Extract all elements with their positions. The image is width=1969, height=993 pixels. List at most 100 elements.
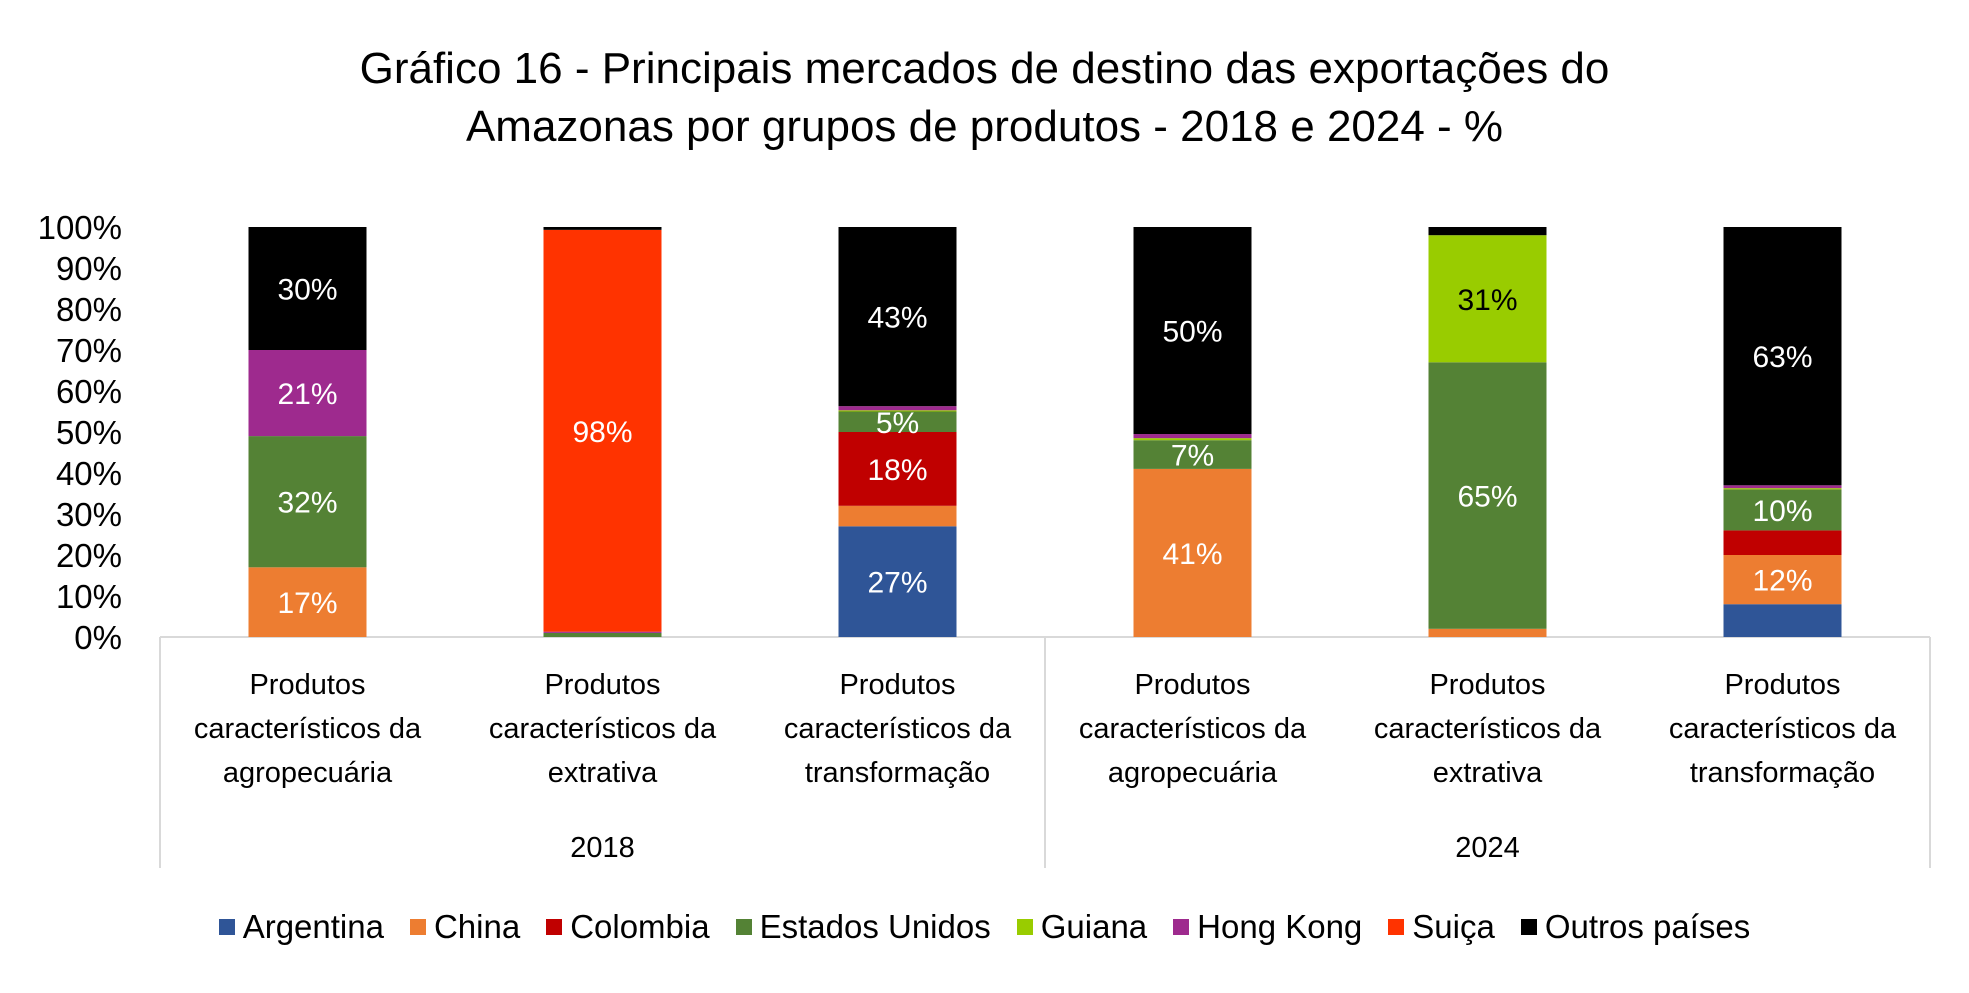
legend-swatch	[1520, 919, 1537, 935]
bar-segment-hong-kong	[1723, 485, 1842, 489]
category-label: extrativa	[1433, 757, 1543, 789]
y-tick-label: 50%	[56, 414, 122, 451]
bar-segment-estados-unidos	[1723, 489, 1842, 531]
bar-segment-guiana	[1723, 488, 1842, 490]
bar-segment-estados-unidos	[543, 632, 662, 637]
legend-label: Hong Kong	[1197, 908, 1363, 945]
legend-swatch	[409, 919, 426, 935]
bar-segment-argentina	[838, 526, 957, 637]
bar-segment-hong-kong	[543, 631, 662, 633]
bar-segment-outros-países	[248, 227, 367, 350]
bar-segment-estados-unidos	[1133, 440, 1252, 469]
y-tick-label: 10%	[56, 578, 122, 615]
legend-item: Colombia	[546, 908, 710, 946]
bar-segment-estados-unidos	[1428, 362, 1547, 629]
legend-item: Suiça	[1388, 908, 1495, 946]
category-label: Produtos	[544, 669, 660, 701]
category-label: Produtos	[1724, 669, 1840, 701]
y-tick-label: 60%	[56, 373, 122, 410]
bar-segment-estados-unidos	[248, 436, 367, 568]
category-label: característicos da	[1374, 713, 1602, 745]
y-tick-label: 30%	[56, 496, 122, 533]
legend-label: Argentina	[242, 908, 384, 945]
bar-segment-guiana	[838, 410, 957, 412]
category-label: característicos da	[784, 713, 1012, 745]
data-label: 65%	[1457, 481, 1517, 514]
stacked-bar-chart: 0% 10% 20% 30% 40% 50% 60% 70% 80% 90% 100% 2018 Pro…	[38, 209, 1931, 868]
chart-legend: Argentina China Colombia Estados Unidos Guia…	[0, 908, 1969, 946]
chart-title: Gráfico 16 - Principais mercados de dest…	[0, 40, 1969, 156]
legend-item: China	[409, 908, 521, 946]
group-label: 2024	[1455, 832, 1520, 864]
bar-segment-china	[1723, 555, 1842, 605]
bar-segment-china	[248, 567, 367, 637]
data-label: 30%	[277, 274, 337, 307]
category-label: transformação	[1690, 757, 1875, 789]
legend-label: Colombia	[570, 908, 710, 945]
category-label: Produtos	[1134, 669, 1250, 701]
y-tick-label: 100%	[38, 209, 122, 246]
bar-segment-outros-países	[1133, 227, 1252, 435]
bar-segment-china	[1133, 468, 1252, 637]
legend-swatch	[735, 919, 752, 935]
data-label: 31%	[1457, 284, 1517, 317]
data-label: 21%	[277, 378, 337, 411]
category-label: extrativa	[548, 757, 658, 789]
group-label: 2018	[570, 832, 635, 864]
legend-swatch	[1388, 919, 1405, 935]
category-label: Produtos	[839, 669, 955, 701]
data-label: 10%	[1752, 495, 1812, 528]
legend-item: Outros países	[1520, 908, 1751, 946]
data-label: 63%	[1752, 341, 1812, 374]
bar-segment-suiça	[543, 229, 662, 632]
legend-label: Outros países	[1544, 908, 1751, 945]
bar-segment-outros-países	[838, 227, 957, 407]
legend-label: China	[433, 908, 521, 945]
category-label: agropecuária	[1108, 757, 1278, 789]
legend-label: Suiça	[1412, 908, 1495, 945]
data-label: 5%	[876, 407, 919, 440]
category-label: característicos da	[489, 713, 717, 745]
category-label: característicos da	[1079, 713, 1307, 745]
data-label: 43%	[867, 302, 927, 335]
legend-swatch	[546, 919, 563, 935]
bar-segment-hong-kong	[248, 350, 367, 437]
bar-segment-china	[838, 505, 957, 527]
chart-title-line-1: Gráfico 16 - Principais mercados de dest…	[359, 44, 1610, 93]
bar-segment-china	[1428, 628, 1547, 637]
category-label: característicos da	[194, 713, 422, 745]
legend-swatch	[1016, 919, 1033, 935]
legend-label: Guiana	[1040, 908, 1148, 945]
y-tick-label: 0%	[74, 619, 122, 656]
legend-item: Estados Unidos	[735, 908, 991, 946]
bar-segment-hong-kong	[838, 406, 957, 411]
chart-title-line-2: Amazonas por grupos de produtos - 2018 e…	[465, 102, 1504, 151]
bar-segment-outros-países	[1428, 227, 1547, 236]
data-label: 50%	[1162, 316, 1222, 349]
y-tick-label: 40%	[56, 455, 122, 492]
category-label: Produtos	[1429, 669, 1545, 701]
category-label: característicos da	[1669, 713, 1897, 745]
bar-segment-guiana	[1428, 235, 1547, 363]
data-label: 98%	[572, 416, 632, 449]
legend-swatch	[1173, 919, 1190, 935]
data-label: 27%	[867, 567, 927, 600]
y-tick-label: 90%	[56, 250, 122, 287]
category-label: transformação	[805, 757, 990, 789]
category-label: Produtos	[249, 669, 365, 701]
data-label: 7%	[1171, 440, 1214, 473]
data-label: 12%	[1752, 565, 1812, 598]
bar-segment-outros-países	[543, 227, 662, 230]
legend-swatch	[218, 919, 235, 935]
data-label: 18%	[867, 454, 927, 487]
data-label: 41%	[1162, 538, 1222, 571]
data-label: 32%	[277, 487, 337, 520]
y-tick-label: 80%	[56, 291, 122, 328]
bar-segment-estados-unidos	[838, 411, 957, 432]
bar-segment-guiana	[1133, 438, 1252, 441]
legend-item: Hong Kong	[1173, 908, 1362, 946]
y-tick-label: 20%	[56, 537, 122, 574]
legend-label: Estados Unidos	[759, 908, 991, 945]
legend-item: Guiana	[1016, 908, 1148, 946]
legend-item: Argentina	[218, 908, 384, 946]
